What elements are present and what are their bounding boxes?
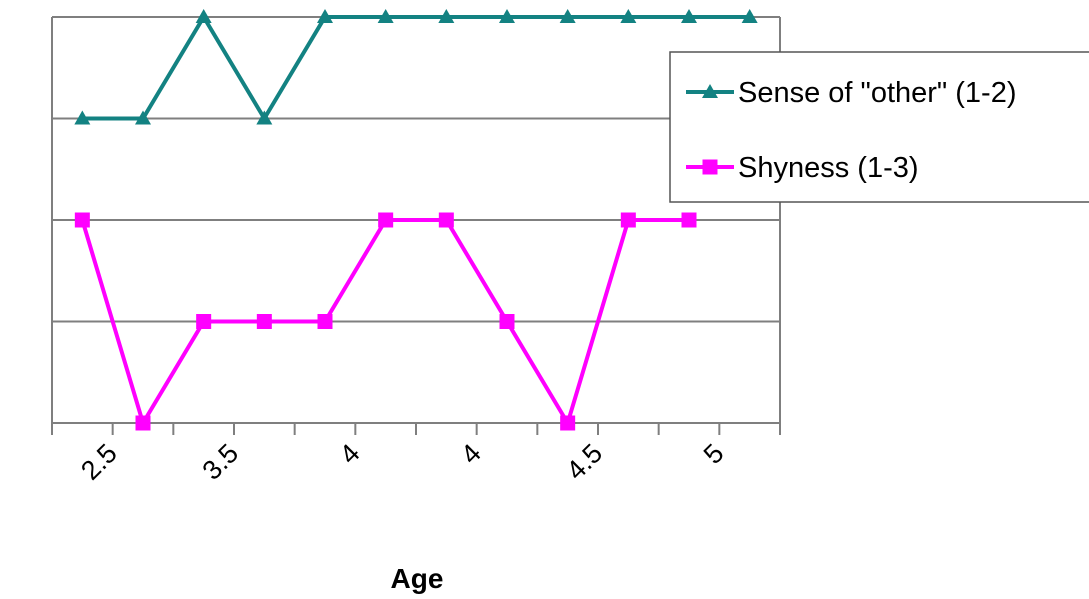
x-axis-ticks — [51, 423, 781, 435]
series-2-point — [196, 314, 212, 329]
series-1-point — [438, 9, 455, 23]
series-1-point — [135, 110, 151, 125]
series-2-point — [256, 314, 272, 329]
series-1 — [74, 9, 758, 125]
x-tick-label: 2.5 — [75, 438, 123, 486]
series-2-point — [378, 212, 394, 228]
triangle-marker-icon — [702, 84, 718, 98]
square-marker-icon — [702, 159, 718, 175]
x-tick-label: 4.5 — [560, 438, 608, 486]
x-tick-labels: 2.5 3.5 4 4 4.5 5 — [75, 438, 729, 486]
series-2-point — [135, 415, 151, 431]
x-tick-label: 5 — [698, 438, 730, 470]
legend-label: Shyness (1-3) — [738, 152, 919, 184]
legend: Sense of "other" (1-2) Shyness (1-3) — [669, 51, 1089, 203]
series-layer — [74, 9, 758, 431]
series-2 — [74, 212, 697, 431]
series-1-point — [620, 9, 637, 23]
series-1-point — [74, 110, 91, 125]
series-1-point — [377, 9, 394, 23]
series-1-point — [681, 9, 697, 23]
legend-box — [669, 51, 1089, 203]
series-1-point — [195, 9, 212, 23]
x-tick-label: 3.5 — [196, 438, 244, 486]
series-2-point — [74, 212, 90, 228]
series-1-point — [499, 9, 515, 23]
series-2-point — [317, 314, 333, 329]
series-1-point — [317, 9, 333, 23]
series-1-point — [741, 9, 758, 23]
series-2-point — [560, 415, 576, 431]
legend-label: Sense of "other" (1-2) — [738, 77, 1017, 109]
x-axis-title: Age — [391, 563, 444, 594]
series-2-point — [438, 212, 454, 228]
series-1-point — [256, 110, 273, 125]
series-1-line — [82, 13, 750, 123]
series-1-point — [559, 9, 576, 23]
series-2-point — [681, 212, 697, 228]
series-2-point — [620, 212, 636, 228]
x-tick-label: 4 — [334, 438, 366, 470]
legend-item-2: Shyness (1-3) — [686, 152, 919, 184]
legend-item-1: Sense of "other" (1-2) — [686, 77, 1017, 109]
x-tick-label: 4 — [455, 438, 487, 470]
series-2-point — [499, 314, 515, 329]
